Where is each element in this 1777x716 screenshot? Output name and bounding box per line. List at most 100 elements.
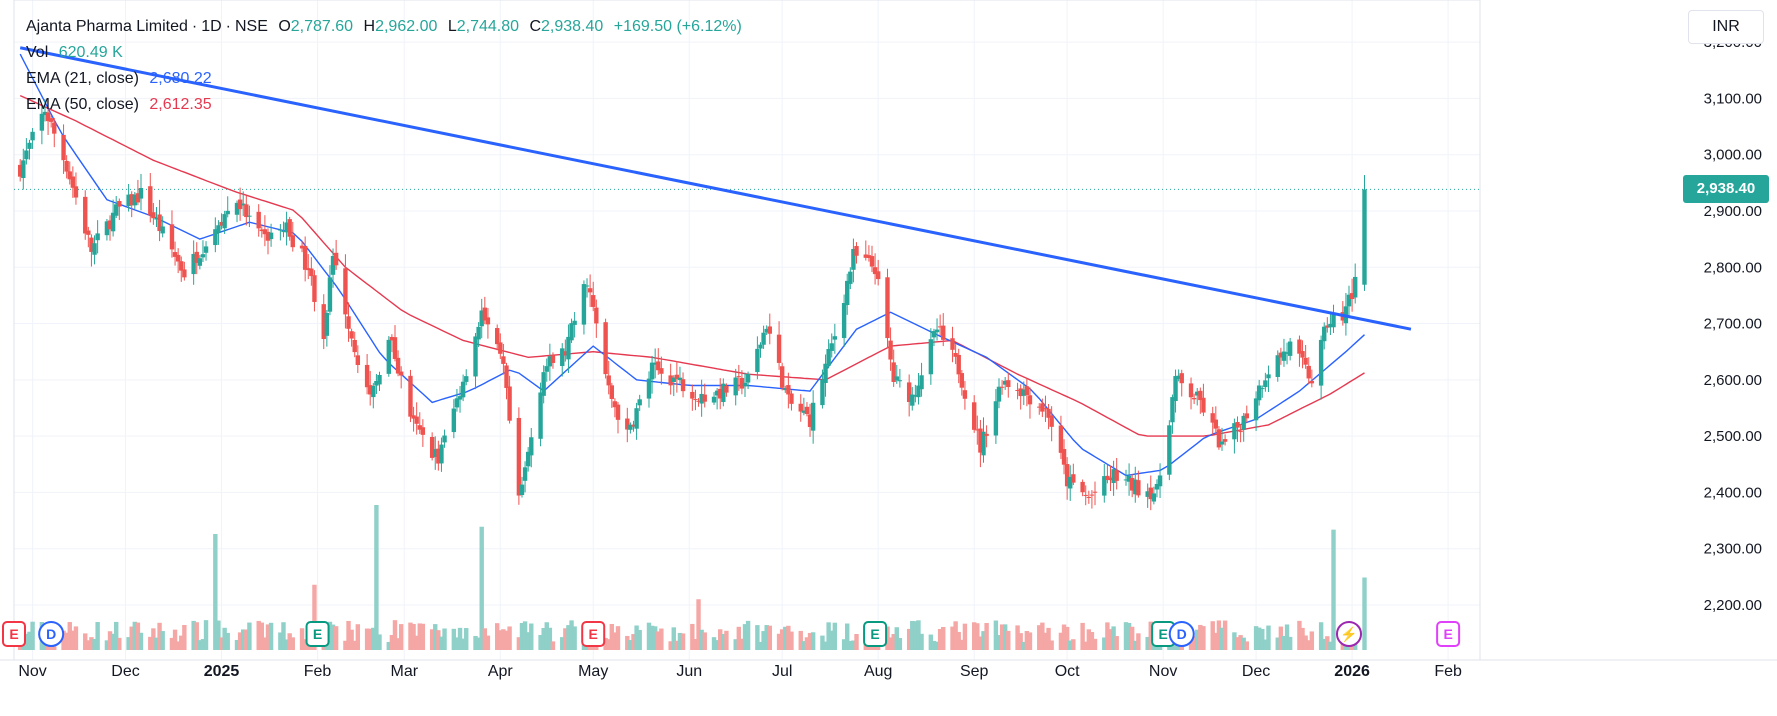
candle-body [309, 268, 314, 277]
volume-bar [625, 635, 630, 650]
candle-body [64, 160, 69, 172]
candle-body [179, 261, 184, 271]
volume-bar [786, 625, 791, 650]
ema21-row[interactable]: EMA (21, close) 2,680.22 [26, 66, 742, 92]
volume-bar [544, 622, 549, 650]
candle-body [420, 427, 426, 435]
volume-bar [996, 635, 1002, 650]
candle-body [349, 331, 354, 339]
volume-bar [371, 627, 376, 650]
candle-body [566, 336, 571, 360]
volume-bar [652, 626, 658, 650]
volume-bar [696, 599, 701, 650]
candle-body [1253, 398, 1259, 421]
ema50-row[interactable]: EMA (50, close) 2,612.35 [26, 92, 742, 118]
candle-body [776, 334, 782, 363]
volume-bar [572, 626, 577, 650]
volume-bar [172, 629, 178, 650]
candle-body [213, 229, 218, 246]
chart-legend: Ajanta Pharma Limited · 1D · NSE O2,787.60 H… [26, 14, 742, 118]
volume-bar [656, 631, 661, 650]
volume-bar [501, 629, 506, 650]
trendline-path [19, 46, 1412, 331]
volume-bar [1232, 632, 1237, 650]
candle-body [48, 118, 54, 122]
candle-body [1256, 385, 1262, 401]
candle-body [581, 284, 587, 325]
volume-bar [104, 640, 110, 650]
volume-bar [364, 628, 370, 650]
event-marker-earnings-past [2, 621, 26, 647]
volume-bar [1303, 635, 1308, 650]
interval[interactable]: 1D [201, 18, 222, 35]
candle-body [1064, 464, 1070, 487]
volume-bar [981, 631, 986, 650]
candle-body [1092, 491, 1098, 493]
candle-body [612, 401, 618, 408]
volume-bar [680, 633, 686, 650]
volume-bar [560, 637, 565, 650]
currency-button[interactable]: INR [1688, 10, 1764, 44]
volume-bar [1297, 620, 1302, 650]
time-tick-label: Jul [772, 663, 792, 680]
candle-body [668, 375, 673, 386]
candle-body [324, 312, 330, 336]
candle-body [637, 399, 642, 406]
volume-bar [789, 631, 794, 650]
volume-bar [1198, 624, 1203, 650]
candle-body [916, 385, 921, 398]
volume-bar [346, 620, 351, 650]
event-markers[interactable]: E D E E E E D ⚡ E [2, 621, 1461, 647]
volume-bar [30, 621, 35, 650]
candle-body [135, 193, 141, 203]
volume-bar [854, 634, 859, 650]
candle-body [327, 277, 333, 312]
trendline[interactable] [19, 46, 1412, 331]
volume-bar [151, 628, 156, 650]
volume-bar [284, 639, 289, 650]
symbol-name[interactable]: Ajanta Pharma Limited [26, 18, 188, 35]
time-axis[interactable]: Nov Dec 2025 Feb Mar Apr May Jun Jul Aug Sep Oct Nov… [0, 659, 1777, 680]
candle-body [1260, 388, 1265, 390]
candle-body [464, 376, 469, 382]
candle-body [191, 253, 196, 275]
candle-body [27, 142, 32, 149]
volume-bar [637, 629, 642, 650]
candle-body [89, 237, 94, 252]
price-axis[interactable]: 2,200.00 2,300.00 2,400.00 2,500.00 2,600.00… [1704, 34, 1762, 614]
candle-body [1015, 389, 1020, 391]
candle-body [498, 342, 503, 354]
volume-bar [1086, 629, 1092, 650]
candle-body [1238, 431, 1243, 433]
volume-bar [1300, 627, 1305, 650]
volume-row[interactable]: Vol 620.49 K [26, 40, 742, 66]
candle-body [563, 351, 568, 356]
volume-bar [615, 626, 621, 650]
volume-bar [1325, 636, 1330, 650]
volume-bar [1287, 636, 1293, 650]
event-marker-earnings [863, 621, 888, 647]
candle-body [1219, 441, 1225, 445]
volume-bar [64, 632, 69, 650]
candle-body [160, 226, 165, 234]
low-value: 2,744.80 [456, 18, 519, 35]
candle-body [1306, 365, 1311, 379]
candle-body [1024, 386, 1030, 396]
candle-body [95, 233, 100, 241]
candle-body [219, 221, 224, 226]
volume-bar [649, 625, 655, 650]
candle-body [609, 385, 615, 399]
volume-bar [197, 640, 203, 650]
time-tick-label: May [578, 663, 608, 680]
candle-body [395, 357, 401, 374]
candle-body [70, 176, 76, 188]
volume-bar [848, 640, 853, 650]
candle-body [439, 444, 444, 464]
candle-body [1191, 398, 1197, 400]
volume-bar [550, 641, 556, 650]
candle-body [628, 424, 633, 430]
volume-bar [27, 631, 32, 650]
time-tick-label: Aug [864, 663, 892, 680]
